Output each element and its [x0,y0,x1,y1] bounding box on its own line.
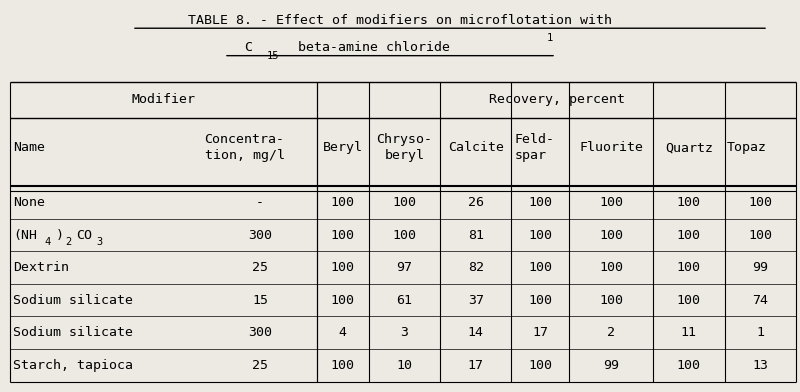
Text: 100: 100 [331,196,355,209]
Text: 25: 25 [252,261,268,274]
Text: 61: 61 [396,294,412,307]
Text: C: C [244,41,252,54]
Text: 100: 100 [599,196,623,209]
Text: 26: 26 [468,196,484,209]
Text: 2: 2 [66,237,72,247]
Text: Sodium silicate: Sodium silicate [13,294,133,307]
Text: 100: 100 [331,294,355,307]
Text: Name: Name [14,142,46,154]
Text: 97: 97 [396,261,412,274]
Text: 10: 10 [396,359,412,372]
Text: 25: 25 [252,359,268,372]
Text: 100: 100 [331,261,355,274]
Text: 1: 1 [546,33,553,43]
Text: 74: 74 [752,294,768,307]
Text: 100: 100 [599,229,623,241]
Text: 300: 300 [248,326,272,339]
Text: Feld-
spar: Feld- spar [514,134,554,162]
Text: 13: 13 [752,359,768,372]
Text: None: None [13,196,45,209]
Text: 100: 100 [331,359,355,372]
Text: ): ) [56,229,64,241]
Text: (NH: (NH [13,229,37,241]
Text: 4: 4 [45,237,51,247]
Text: 100: 100 [599,261,623,274]
Text: CO: CO [76,229,92,241]
Text: 100: 100 [677,294,701,307]
Text: 3: 3 [96,237,102,247]
Text: beta-amine chloride: beta-amine chloride [290,41,450,54]
Text: 17: 17 [532,326,548,339]
Text: Chryso-
beryl: Chryso- beryl [376,134,432,162]
Text: 4: 4 [339,326,347,339]
Text: 37: 37 [468,294,484,307]
Text: 100: 100 [677,359,701,372]
Text: Modifier: Modifier [131,93,195,107]
Text: TABLE 8. - Effect of modifiers on microflotation with: TABLE 8. - Effect of modifiers on microf… [188,14,612,27]
Text: Sodium silicate: Sodium silicate [13,326,133,339]
Text: Beryl: Beryl [323,142,363,154]
Text: Calcite: Calcite [448,142,504,154]
Text: 81: 81 [468,229,484,241]
Text: 100: 100 [528,261,552,274]
Text: 15: 15 [252,294,268,307]
Text: 300: 300 [248,229,272,241]
Text: 100: 100 [677,196,701,209]
Text: Topaz: Topaz [727,142,767,154]
Text: 99: 99 [603,359,619,372]
Text: Quartz: Quartz [665,142,713,154]
Text: 100: 100 [748,196,772,209]
Text: 100: 100 [528,359,552,372]
Text: 100: 100 [748,229,772,241]
Text: 3: 3 [400,326,408,339]
Text: 100: 100 [331,229,355,241]
Text: -: - [256,196,264,209]
Text: Fluorite: Fluorite [579,142,643,154]
Text: 100: 100 [677,261,701,274]
Text: 14: 14 [468,326,484,339]
Text: 99: 99 [752,261,768,274]
Text: 100: 100 [392,196,416,209]
Text: 100: 100 [528,196,552,209]
Text: 2: 2 [607,326,615,339]
Text: 17: 17 [468,359,484,372]
Text: 100: 100 [528,229,552,241]
Text: 100: 100 [599,294,623,307]
Text: Recovery, percent: Recovery, percent [489,93,625,107]
Text: 82: 82 [468,261,484,274]
Text: 100: 100 [677,229,701,241]
Text: Dextrin: Dextrin [13,261,69,274]
Text: 15: 15 [266,51,279,61]
Text: Concentra-
tion, mg/l: Concentra- tion, mg/l [205,134,285,162]
Text: 100: 100 [392,229,416,241]
Text: 11: 11 [681,326,697,339]
Text: 1: 1 [756,326,764,339]
Text: Starch, tapioca: Starch, tapioca [13,359,133,372]
Text: 100: 100 [528,294,552,307]
